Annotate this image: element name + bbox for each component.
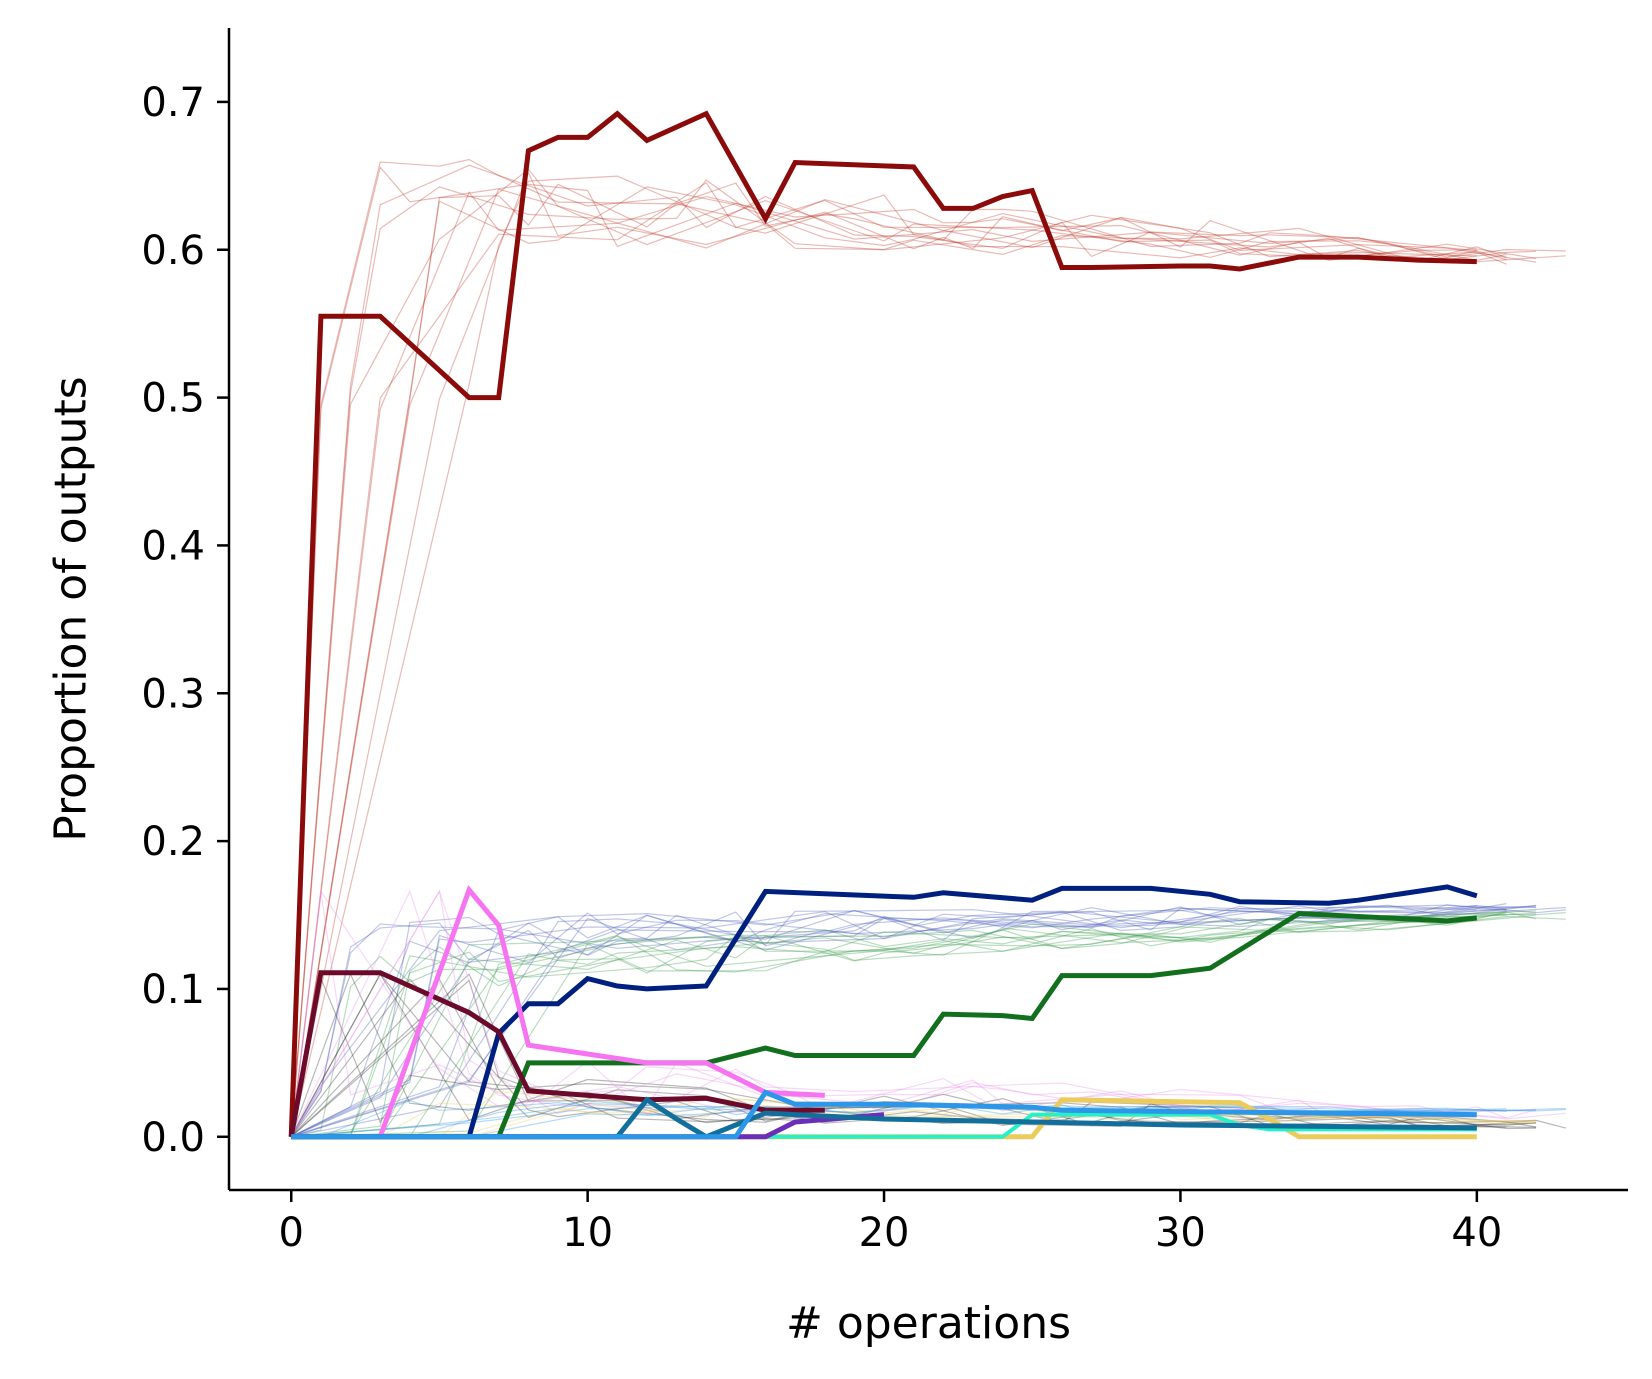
axes: 0 10 20 30 40 0.0 0.1 0.2 0.3 0.4 0.5 0.6 0.7 [141,28,1628,1256]
series-line-3 [291,910,1478,1140]
background-run-line [290,188,1537,1137]
series-line-10 [291,1089,1477,1140]
background-run-line [290,889,1507,1137]
series-line-7 [291,1112,1477,1139]
x-axis-label: # operations [786,1298,1071,1349]
background-run-line [290,906,1477,1138]
y-tick-label: 0.1 [141,967,205,1013]
background-run-line [290,186,1566,1137]
background-run-line [290,171,1537,1137]
background-run-line [290,905,1507,1138]
background-run-lines [290,158,1566,1138]
background-run-line [290,175,1477,1137]
y-tick-label: 0.3 [141,671,205,717]
series-line-2 [291,884,1478,1140]
x-tick-label: 40 [1451,1210,1502,1256]
series-line-1 [288,110,1477,1137]
x-tick-label: 20 [859,1210,910,1256]
background-run-line [291,917,1477,1138]
background-run-line [291,912,1537,1138]
x-tick-label: 10 [562,1210,613,1256]
y-tick-label: 0.4 [141,523,205,569]
background-run-line [291,915,1566,1138]
series-line-9 [291,1096,1477,1140]
background-run-line [291,911,1537,1138]
background-run-line [291,1100,1507,1138]
background-run-line [290,903,1507,1138]
background-run-line [290,158,1507,1137]
background-run-line [290,906,1566,1138]
background-run-line [290,904,1537,1138]
background-run-line [290,976,1566,1137]
background-run-line [290,166,1507,1137]
series-line-4 [288,970,825,1138]
y-axis-label: Proportion of outputs [45,376,96,841]
background-run-line [290,972,1537,1138]
background-run-line [291,912,1566,1138]
background-run-line [290,179,1507,1137]
background-run-line [290,164,1507,1137]
background-run-line [290,889,1537,1138]
background-run-line [290,182,1477,1137]
background-run-line [290,905,1477,1138]
series-line-5 [291,884,825,1140]
background-run-line [290,168,1537,1137]
background-run-line [290,889,1566,1138]
series-lines [288,110,1478,1140]
background-run-line [291,912,1507,1138]
background-run-line [290,889,1477,1138]
background-run-line [290,891,1537,1137]
background-run-line [290,181,1477,1137]
background-run-line [291,904,1537,1138]
y-tick-label: 0.6 [141,228,205,274]
x-tick-label: 0 [279,1210,304,1256]
x-tick-label: 30 [1155,1210,1206,1256]
y-tick-label: 0.7 [141,80,205,126]
background-run-line [291,914,1537,1138]
background-run-line [290,191,1566,1137]
y-tick-label: 0.2 [141,819,205,865]
background-run-line [291,1102,1537,1138]
y-tick-label: 0.5 [141,376,205,422]
background-run-line [291,914,1507,1138]
background-run-line [290,905,1507,1138]
y-tick-label: 0.0 [141,1115,205,1161]
background-run-line [290,904,1537,1138]
background-run-line [291,910,1537,1138]
